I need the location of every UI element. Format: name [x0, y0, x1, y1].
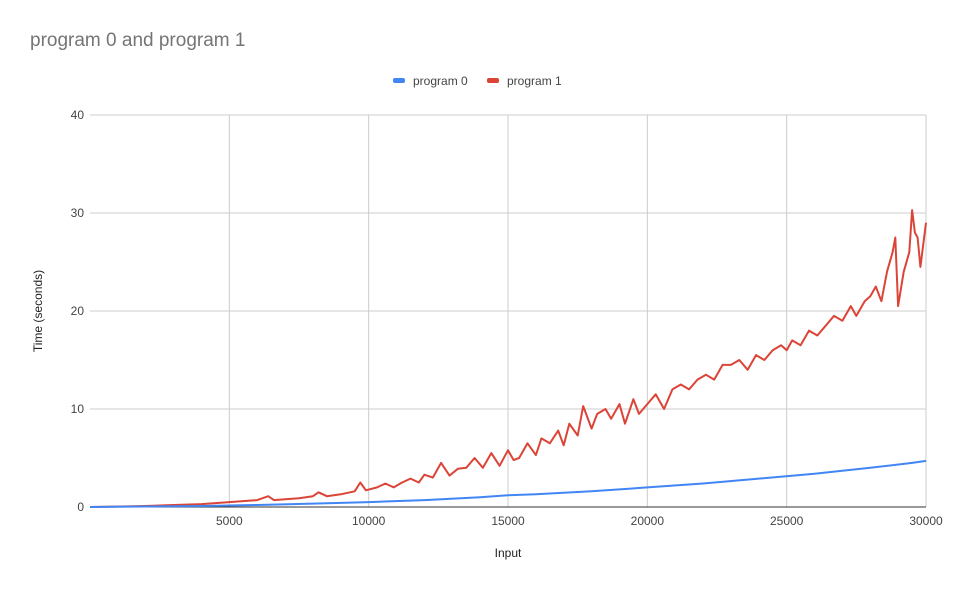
- legend-swatch-0: [393, 78, 405, 83]
- x-tick-label: 5000: [216, 514, 243, 528]
- legend-label-0: program 0: [413, 74, 468, 88]
- legend-swatch-1: [487, 78, 499, 83]
- y-axis-label: Time (seconds): [31, 270, 45, 352]
- chart-title: program 0 and program 1: [30, 30, 246, 51]
- x-tick-label: 20000: [631, 514, 665, 528]
- x-axis-label: Input: [495, 546, 522, 560]
- y-tick-label: 30: [71, 206, 85, 220]
- x-tick-label: 10000: [352, 514, 386, 528]
- y-tick-label: 0: [77, 500, 84, 514]
- y-tick-label: 20: [71, 304, 85, 318]
- series-line-program-0: [89, 459, 927, 508]
- x-tick-label: 15000: [491, 514, 525, 528]
- y-tick-label: 40: [71, 108, 85, 122]
- x-tick-label: 25000: [770, 514, 804, 528]
- series-line-program-1: [89, 209, 927, 508]
- y-tick-label: 10: [71, 402, 85, 416]
- legend-label-1: program 1: [507, 74, 562, 88]
- x-tick-label: 30000: [909, 514, 943, 528]
